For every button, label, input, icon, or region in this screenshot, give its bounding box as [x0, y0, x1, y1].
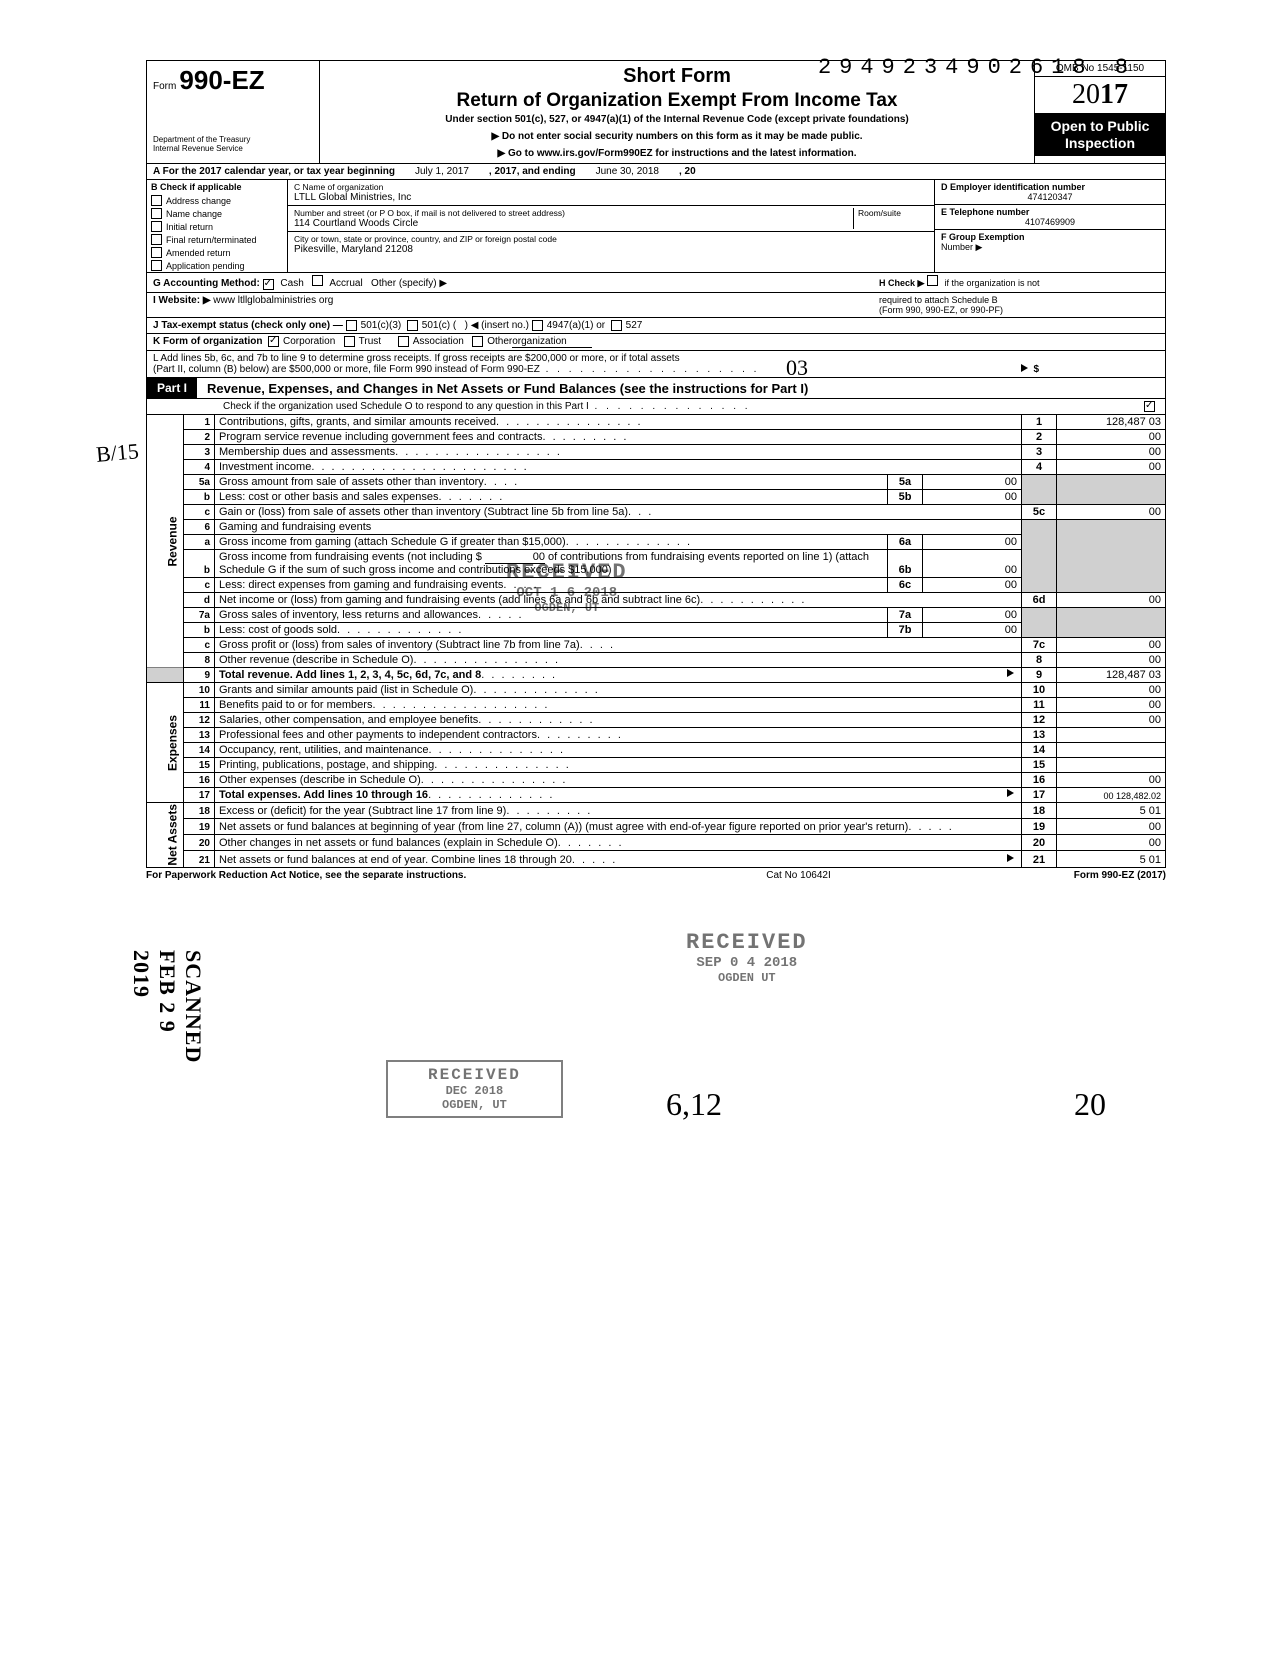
chk-501c3[interactable]	[346, 320, 357, 331]
line-18: Net Assets 18 Excess or (deficit) for th…	[147, 803, 1166, 819]
line-6a: a Gross income from gaming (attach Sched…	[147, 535, 1166, 550]
goto-line: ▶ Go to www.irs.gov/Form990EZ for instru…	[326, 148, 1028, 159]
line-1-amount: 128,487 03	[1057, 415, 1166, 430]
org-name: LTLL Global Ministries, Inc	[294, 192, 928, 203]
line-13: 13 Professional fees and other payments …	[147, 728, 1166, 743]
line-21: 21 Net assets or fund balances at end of…	[147, 851, 1166, 867]
line-14: 14 Occupancy, rent, utilities, and maint…	[147, 743, 1166, 758]
row-j-tax-status: J Tax-exempt status (check only one) — 5…	[146, 318, 1166, 334]
col-c-name-address: C Name of organization LTLL Global Minis…	[288, 180, 934, 272]
line-17: 17 Total expenses. Add lines 10 through …	[147, 788, 1166, 803]
net-assets-side-label: Net Assets	[147, 803, 184, 868]
line-4: 4 Investment income. . . . . . . . . . .…	[147, 460, 1166, 475]
subtitle: Under section 501(c), 527, or 4947(a)(1)…	[326, 114, 1028, 125]
line-6d: d Net income or (loss) from gaming and f…	[147, 593, 1166, 608]
arrow-icon	[1007, 854, 1014, 862]
line-1: Revenue 1 Contributions, gifts, grants, …	[147, 415, 1166, 430]
line-7a: 7a Gross sales of inventory, less return…	[147, 608, 1166, 623]
line-7c: c Gross profit or (loss) from sales of i…	[147, 638, 1166, 653]
city-state-zip: Pikesville, Maryland 21208	[294, 244, 928, 255]
line-8: 8 Other revenue (describe in Schedule O)…	[147, 653, 1166, 668]
form-word: Form	[153, 81, 176, 92]
revenue-side-label: Revenue	[147, 415, 184, 668]
handwriting-3: B/15	[95, 438, 140, 468]
chk-accrual[interactable]	[312, 275, 323, 286]
line-19: 19 Net assets or fund balances at beginn…	[147, 819, 1166, 835]
chk-trust[interactable]	[344, 336, 355, 347]
return-title: Return of Organization Exempt From Incom…	[326, 90, 1028, 112]
page-footer: For Paperwork Reduction Act Notice, see …	[146, 868, 1166, 883]
handwriting-2: 6,12	[666, 1086, 722, 1123]
chk-cash[interactable]	[263, 279, 274, 290]
row-a-tax-year: A For the 2017 calendar year, or tax yea…	[146, 164, 1166, 180]
tax-year-begin: July 1, 2017	[415, 166, 469, 177]
chk-name-change[interactable]: Name change	[147, 207, 287, 220]
line-6c: c Less: direct expenses from gaming and …	[147, 578, 1166, 593]
expenses-side-label: Expenses	[147, 683, 184, 803]
ssn-warning: ▶ Do not enter social security numbers o…	[326, 131, 1028, 142]
chk-amended-return[interactable]: Amended return	[147, 246, 287, 259]
phone: 4107469909	[941, 217, 1159, 227]
line-12: 12 Salaries, other compensation, and emp…	[147, 713, 1166, 728]
chk-final-return[interactable]: Final return/terminated	[147, 233, 287, 246]
handwriting-4: 03	[786, 355, 808, 381]
chk-other-org[interactable]	[472, 336, 483, 347]
line-3: 3 Membership dues and assessments. . . .…	[147, 445, 1166, 460]
line-9: 9 Total revenue. Add lines 1, 2, 3, 4, 5…	[147, 668, 1166, 683]
part1-header: Part I Revenue, Expenses, and Changes in…	[146, 378, 1166, 399]
line-11: 11 Benefits paid to or for members. . . …	[147, 698, 1166, 713]
line-16: 16 Other expenses (describe in Schedule …	[147, 773, 1166, 788]
entity-info-grid: B Check if applicable Address change Nam…	[146, 180, 1166, 273]
form-page: 2949234902618 8 Form 990-EZ Department o…	[146, 60, 1166, 1023]
line-20: 20 Other changes in net assets or fund b…	[147, 835, 1166, 851]
line-17-total-expenses: 00 128,482.02	[1057, 788, 1166, 803]
row-k-form-org: K Form of organization Corporation Trust…	[146, 334, 1166, 351]
chk-association[interactable]	[398, 336, 409, 347]
chk-schedule-b[interactable]	[927, 275, 938, 286]
line-9-total-revenue: 128,487 03	[1057, 668, 1166, 683]
received-stamp-3: RECEIVED DEC 2018 OGDEN, UT	[386, 1060, 563, 1118]
tax-year-end: June 30, 2018	[596, 166, 659, 177]
col-b-checkboxes: B Check if applicable Address change Nam…	[147, 180, 288, 272]
arrow-icon	[1007, 669, 1014, 677]
arrow-icon	[1021, 364, 1028, 372]
chk-schedule-o[interactable]	[1144, 401, 1155, 412]
website: www ltllglobalministries org	[213, 295, 333, 306]
document-locator-number: 2949234902618 8	[818, 55, 1136, 80]
part1-lines-table: Revenue 1 Contributions, gifts, grants, …	[146, 415, 1166, 868]
tax-year: 2017	[1035, 77, 1165, 114]
open-to-public: Open to Public Inspection	[1035, 114, 1165, 156]
header-left: Form 990-EZ Department of the Treasury I…	[147, 61, 320, 163]
line-5c: c Gain or (loss) from sale of assets oth…	[147, 505, 1166, 520]
chk-4947[interactable]	[532, 320, 543, 331]
chk-corporation[interactable]	[268, 336, 279, 347]
handwriting-1: 20	[1074, 1086, 1106, 1123]
street-address: 114 Courtland Woods Circle	[294, 218, 853, 229]
col-d-e-f: D Employer identification number 4741203…	[934, 180, 1165, 272]
line-6b: b Gross income from fundraising events (…	[147, 550, 1166, 578]
chk-application-pending[interactable]: Application pending	[147, 259, 287, 272]
ein: 474120347	[941, 192, 1159, 202]
line-2: 2 Program service revenue including gove…	[147, 430, 1166, 445]
arrow-icon	[1007, 789, 1014, 797]
line-6: 6 Gaming and fundraising events	[147, 520, 1166, 535]
scanned-stamp: SCANNED FEB 2 9 2019	[128, 950, 206, 1063]
part1-schedule-o-check: Check if the organization used Schedule …	[146, 399, 1166, 415]
line-10: Expenses 10 Grants and similar amounts p…	[147, 683, 1166, 698]
chk-501c[interactable]	[407, 320, 418, 331]
chk-initial-return[interactable]: Initial return	[147, 220, 287, 233]
row-i-website: I Website: ▶ www ltllglobalministries or…	[146, 293, 1166, 318]
row-h: H Check ▶ if the organization is not	[879, 275, 1159, 290]
form-number: 990-EZ	[179, 65, 264, 95]
row-g-accounting: G Accounting Method: Cash Accrual Other …	[146, 273, 1166, 293]
chk-527[interactable]	[611, 320, 622, 331]
line-7b: b Less: cost of goods sold. . . . . . . …	[147, 623, 1166, 638]
line-5b: b Less: cost or other basis and sales ex…	[147, 490, 1166, 505]
department: Department of the Treasury Internal Reve…	[153, 136, 313, 154]
chk-address-change[interactable]: Address change	[147, 194, 287, 207]
line-15: 15 Printing, publications, postage, and …	[147, 758, 1166, 773]
row-l-gross-receipts: L Add lines 5b, 6c, and 7b to line 9 to …	[146, 351, 1166, 378]
line-5a: 5a Gross amount from sale of assets othe…	[147, 475, 1166, 490]
